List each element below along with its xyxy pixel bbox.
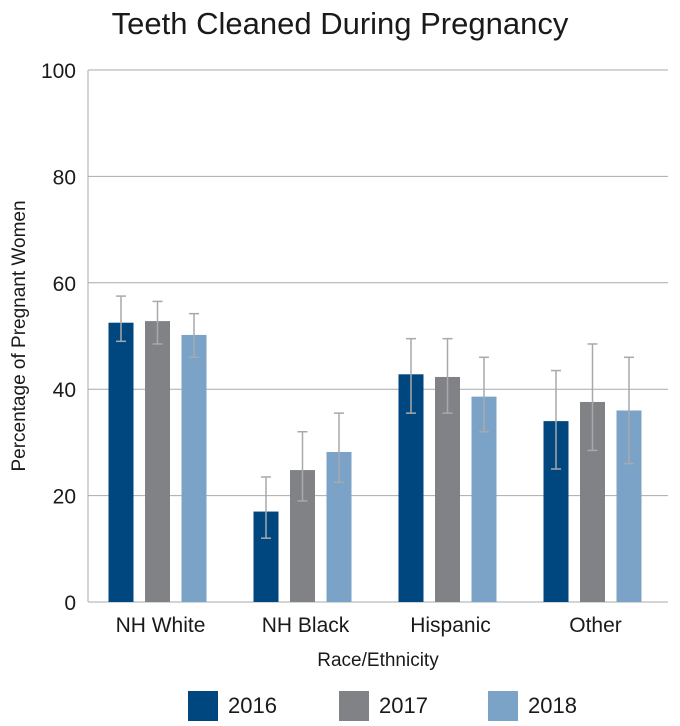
chart-title: Teeth Cleaned During Pregnancy xyxy=(111,6,569,41)
bar xyxy=(108,322,134,602)
legend-label: 2016 xyxy=(228,693,277,718)
x-tick-label: Hispanic xyxy=(410,614,491,637)
x-axis-label: Race/Ethnicity xyxy=(317,650,439,671)
legend-item: 2018 xyxy=(488,688,577,724)
bar xyxy=(145,321,170,602)
y-tick-label: 60 xyxy=(53,273,76,296)
legend-swatch xyxy=(339,691,369,721)
y-tick-label: 80 xyxy=(53,166,76,189)
x-tick-label: NH Black xyxy=(262,614,350,637)
legend-item: 2016 xyxy=(188,688,277,724)
legend-swatch xyxy=(488,691,518,721)
bar xyxy=(435,376,460,602)
legend-swatch xyxy=(188,691,218,721)
legend-label: 2018 xyxy=(528,693,577,718)
x-tick-label: Other xyxy=(569,614,622,637)
bar xyxy=(181,334,207,602)
legend: 2016 2017 2018 xyxy=(0,688,680,724)
legend-item: 2017 xyxy=(339,688,428,724)
y-tick-label: 20 xyxy=(53,486,76,509)
x-tick-label: NH White xyxy=(116,614,206,637)
y-tick-label: 100 xyxy=(41,60,76,83)
y-tick-label: 40 xyxy=(53,379,76,402)
y-tick-label: 0 xyxy=(64,592,76,615)
legend-label: 2017 xyxy=(379,693,428,718)
